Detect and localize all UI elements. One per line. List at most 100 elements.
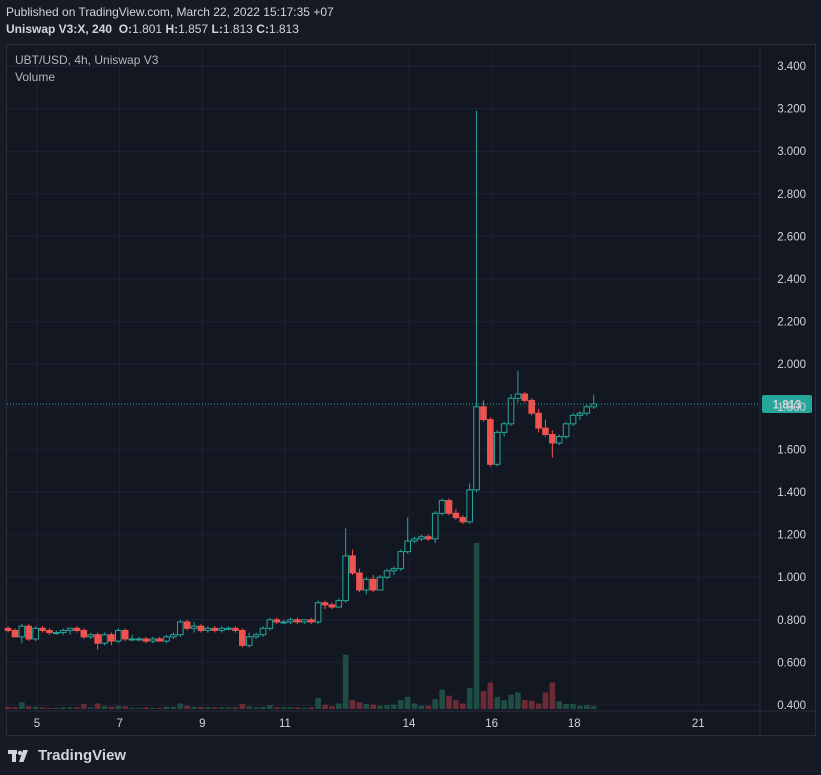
volume-bar <box>67 707 73 709</box>
candle-body <box>555 436 563 444</box>
volume-bar <box>349 700 356 709</box>
volume-bar <box>273 707 280 709</box>
candle-body <box>121 629 129 640</box>
footer-branding[interactable]: TradingView <box>8 747 126 764</box>
volume-bar <box>515 692 521 709</box>
volume-bar <box>446 695 452 709</box>
ohlc-o-label: O: <box>118 22 133 36</box>
candle-body <box>569 414 577 425</box>
candle-body <box>101 634 108 644</box>
volume-bar <box>19 702 25 709</box>
volume-bar <box>39 707 46 709</box>
volume-bar <box>418 705 425 709</box>
candle-body <box>390 568 398 572</box>
candle-body <box>225 627 232 630</box>
volume-bar <box>5 706 11 709</box>
last-price-label: 1.813 <box>773 400 802 412</box>
y-tick-label: 1.200 <box>777 530 806 542</box>
candle-body <box>590 403 597 408</box>
volume-bar <box>32 706 39 709</box>
volume-bar <box>301 707 308 709</box>
volume-bar <box>425 705 432 709</box>
y-tick-label: 0.800 <box>777 615 806 627</box>
candle-body <box>266 619 274 629</box>
candle-body <box>342 555 349 602</box>
candle-body <box>39 627 46 631</box>
candle-body <box>425 536 432 540</box>
volume-bar <box>60 707 66 709</box>
candle-body <box>369 578 377 591</box>
y-tick-label: 1.800 <box>777 402 806 414</box>
volume-bar <box>535 703 542 709</box>
volume-bar <box>391 704 397 709</box>
volume-bar <box>184 705 191 709</box>
volume-bar <box>74 707 80 709</box>
candle-body <box>197 625 205 631</box>
candle-body <box>4 627 12 631</box>
volume-bar <box>53 707 60 709</box>
candle-body <box>459 517 467 523</box>
volume-bar <box>232 707 239 709</box>
candle-body <box>535 412 542 429</box>
volume-bar <box>508 694 514 709</box>
volume-bar <box>225 707 232 709</box>
y-tick-label: 1.600 <box>777 444 806 456</box>
candle-body <box>480 406 487 421</box>
candle-body <box>562 423 570 438</box>
candle-body <box>500 423 508 433</box>
candle-body <box>445 500 453 514</box>
chart-legend-title: UBT/USD, 4h, Uniswap V3 <box>15 53 159 67</box>
candle-body <box>190 625 198 629</box>
volume-bar <box>404 696 411 709</box>
candle-body <box>46 629 53 634</box>
volume-bar <box>101 706 108 709</box>
candle-body <box>142 638 150 642</box>
x-tick-label: 21 <box>692 718 705 730</box>
candle-body <box>418 536 425 540</box>
symbol-line: Uniswap V3:X, 240 <box>6 22 113 36</box>
last-price-tag <box>762 395 812 414</box>
candle-body <box>438 500 446 514</box>
candle-body <box>287 619 294 623</box>
candle-body <box>383 570 391 578</box>
volume-bar <box>218 707 225 709</box>
volume-bar <box>211 707 218 709</box>
volume-bar <box>329 706 335 709</box>
volume-bar <box>205 707 211 709</box>
volume-bar <box>397 700 404 709</box>
volume-bar <box>136 707 142 709</box>
x-tick-label: 9 <box>199 718 205 730</box>
y-tick-label: 0.400 <box>777 700 806 712</box>
volume-bar <box>267 705 273 709</box>
candle-body <box>245 636 253 646</box>
candle-body <box>473 406 480 491</box>
y-tick-label: 2.600 <box>777 231 806 243</box>
candle-body <box>18 625 26 638</box>
candle-body <box>507 397 515 425</box>
volume-bar <box>115 705 122 709</box>
volume-bar <box>12 707 18 709</box>
volume-bar <box>170 706 177 709</box>
candle-body <box>356 572 363 591</box>
y-tick-label: 2.000 <box>777 359 806 371</box>
candle-body <box>52 632 60 635</box>
candle-body <box>404 540 411 553</box>
candle-body <box>80 629 88 638</box>
volume-bar <box>191 706 197 709</box>
ohlc-h-label: H: <box>165 22 179 36</box>
chart-panel[interactable] <box>6 44 816 736</box>
candle-body <box>87 634 95 638</box>
candle-body <box>32 627 39 640</box>
volume-bar <box>528 700 535 709</box>
volume-bar <box>590 706 597 709</box>
candle-body <box>314 602 322 623</box>
candle-body <box>452 512 460 519</box>
volume-bar <box>384 705 390 709</box>
volume-bar <box>156 707 163 709</box>
volume-bar <box>335 703 342 709</box>
volume-bar <box>163 706 170 709</box>
candle-body <box>156 638 163 642</box>
volume-bar <box>473 543 480 709</box>
candle-body <box>177 621 184 636</box>
